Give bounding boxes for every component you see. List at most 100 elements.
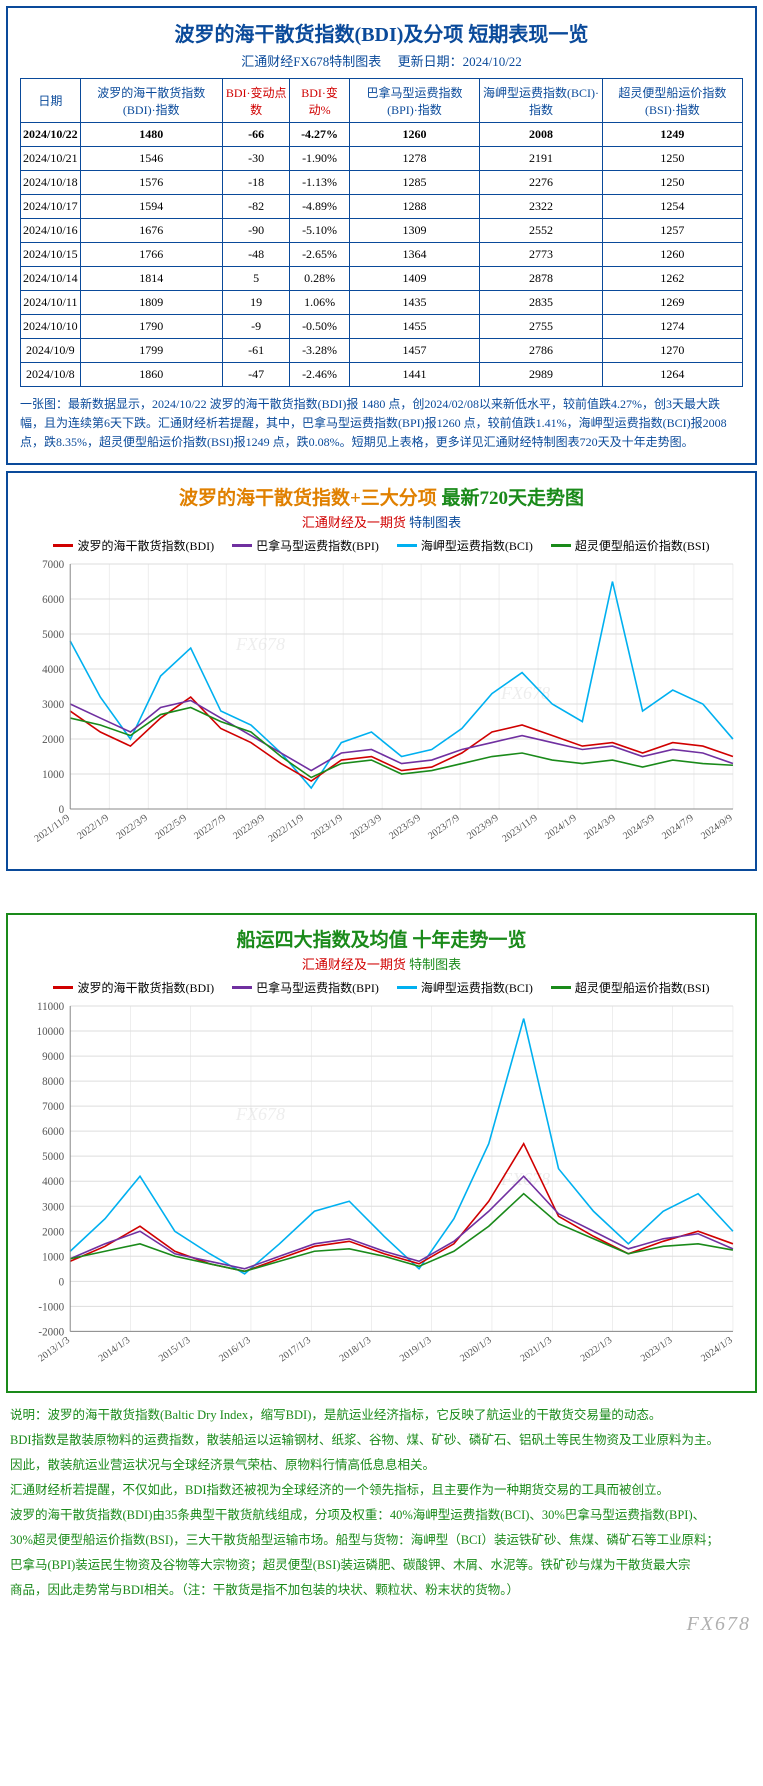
chart720-legend: 波罗的海干散货指数(BDI) 巴拿马型运费指数(BPI) 海岬型运费指数(BCI) 超… — [20, 537, 743, 554]
table-cell: 1.06% — [290, 291, 349, 315]
svg-text:9000: 9000 — [42, 1051, 65, 1063]
table-cell: -48 — [222, 243, 290, 267]
legend-swatch — [551, 544, 571, 547]
svg-text:2023/1/9: 2023/1/9 — [309, 812, 345, 841]
table-cell: 2276 — [480, 171, 602, 195]
table-cell: 2024/10/11 — [21, 291, 81, 315]
table-cell: -61 — [222, 339, 290, 363]
table-cell: 1260 — [602, 243, 742, 267]
svg-text:2019/1/3: 2019/1/3 — [398, 1335, 434, 1364]
table-cell: 1249 — [602, 123, 742, 147]
table-cell: -66 — [222, 123, 290, 147]
legend-label: 海岬型运费指数(BCI) — [421, 537, 533, 554]
table-cell: -2.65% — [290, 243, 349, 267]
table-cell: 2024/10/10 — [21, 315, 81, 339]
svg-text:2016/1/3: 2016/1/3 — [217, 1335, 253, 1364]
svg-text:2024/3/9: 2024/3/9 — [582, 812, 618, 841]
legend-label: 波罗的海干散货指数(BDI) — [77, 537, 214, 554]
chart720-title-right: 最新720天走势图 — [442, 488, 585, 509]
table-row: 2024/10/101790-9-0.50%145527551274 — [21, 315, 743, 339]
table-col-header: 海岬型运费指数(BCI)·指数 — [480, 79, 602, 123]
table-cell: 2024/10/9 — [21, 339, 81, 363]
table-cell: 2024/10/17 — [21, 195, 81, 219]
chart720-sub-right: 特制图表 — [409, 515, 461, 530]
legend-item: 巴拿马型运费指数(BPI) — [232, 979, 379, 996]
legend-label: 超灵便型船运价指数(BSI) — [575, 537, 710, 554]
table-cell: 2008 — [480, 123, 602, 147]
table-cell: 1262 — [602, 267, 742, 291]
table-cell: -1.90% — [290, 147, 349, 171]
table-col-header: 日期 — [21, 79, 81, 123]
table-cell: 1546 — [80, 147, 222, 171]
svg-text:2022/1/9: 2022/1/9 — [75, 812, 111, 841]
svg-text:-2000: -2000 — [38, 1326, 64, 1338]
legend-label: 海岬型运费指数(BCI) — [421, 979, 533, 996]
table-cell: 1814 — [80, 267, 222, 291]
chart10y-title: 船运四大指数及均值 十年走势一览 — [20, 925, 743, 952]
svg-text:FX678: FX678 — [500, 1169, 550, 1189]
table-cell: 1274 — [602, 315, 742, 339]
svg-text:2024/5/9: 2024/5/9 — [621, 812, 657, 841]
svg-text:2023/5/9: 2023/5/9 — [387, 812, 423, 841]
chart720-svg: 010002000300040005000600070002021/11/920… — [20, 558, 743, 859]
table-cell: 1409 — [349, 267, 480, 291]
table-cell: -5.10% — [290, 219, 349, 243]
table-note: 一张图：最新数据显示，2024/10/22 波罗的海干散货指数(BDI)报 14… — [20, 395, 743, 453]
chart10y-title-text: 船运四大指数及均值 十年走势一览 — [237, 930, 527, 951]
table-cell: 1480 — [80, 123, 222, 147]
svg-text:2023/9/9: 2023/9/9 — [465, 812, 501, 841]
chart10y-legend: 波罗的海干散货指数(BDI) 巴拿马型运费指数(BPI) 海岬型运费指数(BCI) 超… — [20, 979, 743, 996]
table-cell: 1594 — [80, 195, 222, 219]
table-cell: 2024/10/15 — [21, 243, 81, 267]
table-row: 2024/10/111809191.06%143528351269 — [21, 291, 743, 315]
legend-swatch — [232, 986, 252, 989]
svg-text:2023/1/3: 2023/1/3 — [639, 1335, 675, 1364]
table-cell: 2773 — [480, 243, 602, 267]
svg-text:4000: 4000 — [42, 1176, 65, 1188]
table-cell: 1264 — [602, 363, 742, 387]
description-line: 商品，因此走势常与BDI相关。（注：干散货是指不加包装的块状、颗粒状、粉末状的货… — [10, 1578, 753, 1603]
svg-text:2018/1/3: 2018/1/3 — [338, 1335, 374, 1364]
table-cell: 1809 — [80, 291, 222, 315]
chart-10y-panel: 船运四大指数及均值 十年走势一览 汇通财经及一期货 特制图表 波罗的海干散货指数… — [6, 913, 757, 1394]
table-cell: 1676 — [80, 219, 222, 243]
table-cell: 2552 — [480, 219, 602, 243]
svg-text:2022/1/3: 2022/1/3 — [579, 1335, 615, 1364]
table-col-header: 波罗的海干散货指数(BDI)·指数 — [80, 79, 222, 123]
svg-text:2000: 2000 — [42, 734, 65, 746]
table-cell: 1435 — [349, 291, 480, 315]
svg-text:FX678: FX678 — [500, 682, 550, 702]
table-cell: 2835 — [480, 291, 602, 315]
svg-text:8000: 8000 — [42, 1076, 65, 1088]
table-cell: -9 — [222, 315, 290, 339]
legend-swatch — [397, 986, 417, 989]
table-cell: -47 — [222, 363, 290, 387]
table-cell: 1250 — [602, 171, 742, 195]
legend-label: 巴拿马型运费指数(BPI) — [256, 537, 379, 554]
subtitle-left: 汇通财经FX678特制图表 — [241, 54, 381, 69]
table-cell: 1364 — [349, 243, 480, 267]
svg-text:2024/9/9: 2024/9/9 — [699, 812, 735, 841]
svg-text:2015/1/3: 2015/1/3 — [157, 1335, 193, 1364]
table-cell: 2322 — [480, 195, 602, 219]
table-cell: 0.28% — [290, 267, 349, 291]
legend-item: 海岬型运费指数(BCI) — [397, 979, 533, 996]
svg-text:7000: 7000 — [42, 559, 65, 571]
svg-text:2022/9/9: 2022/9/9 — [231, 812, 267, 841]
table-col-header: BDI·变动% — [290, 79, 349, 123]
legend-label: 波罗的海干散货指数(BDI) — [77, 979, 214, 996]
table-cell: -90 — [222, 219, 290, 243]
svg-text:3000: 3000 — [42, 1201, 65, 1213]
svg-text:2024/1/9: 2024/1/9 — [543, 812, 579, 841]
svg-text:1000: 1000 — [42, 769, 65, 781]
table-cell: 1799 — [80, 339, 222, 363]
table-cell: -3.28% — [290, 339, 349, 363]
table-cell: 1260 — [349, 123, 480, 147]
legend-swatch — [53, 986, 73, 989]
footer-watermark: FX678 — [0, 1613, 763, 1642]
table-row: 2024/10/161676-90-5.10%130925521257 — [21, 219, 743, 243]
svg-text:FX678: FX678 — [235, 633, 285, 653]
legend-label: 超灵便型船运价指数(BSI) — [575, 979, 710, 996]
chart720-title: 波罗的海干散货指数+三大分项 最新720天走势图 — [20, 483, 743, 510]
table-cell: 1790 — [80, 315, 222, 339]
